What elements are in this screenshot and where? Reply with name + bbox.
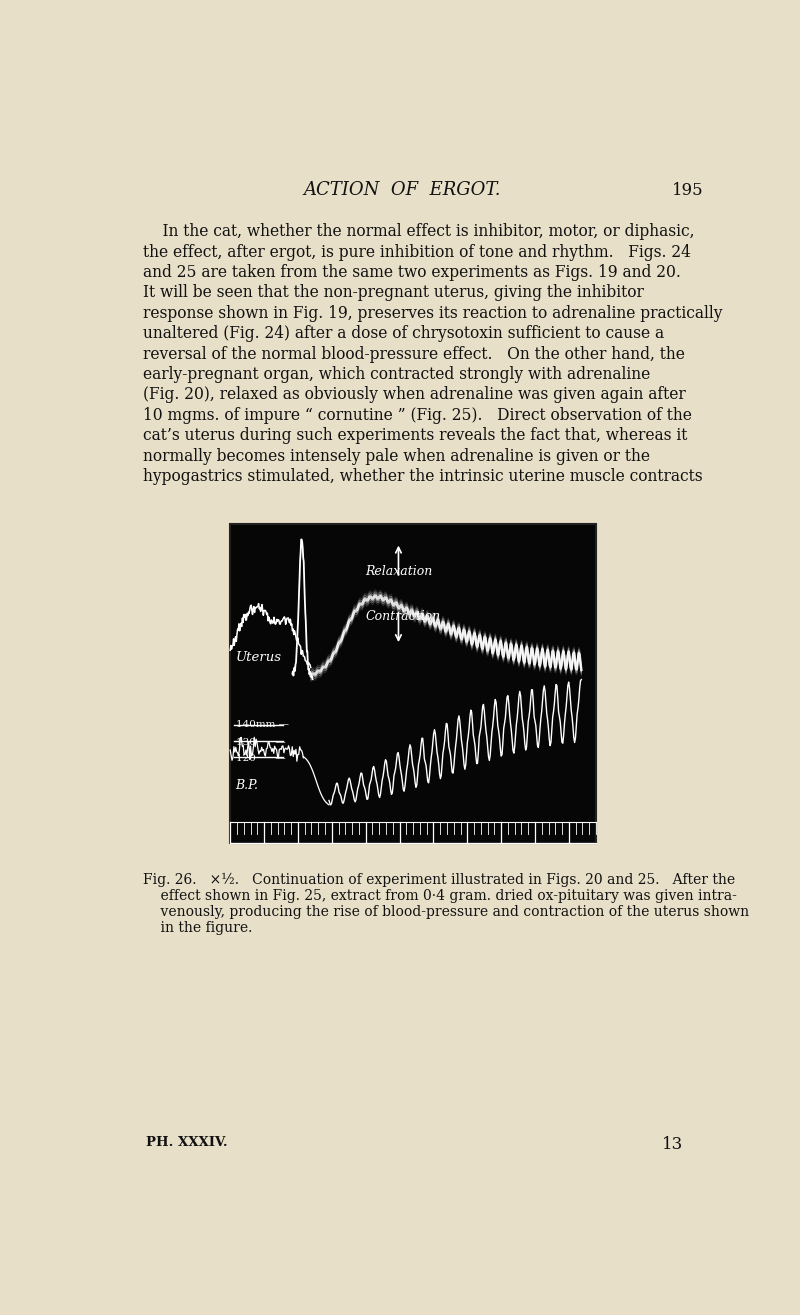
Text: PH. XXXIV.: PH. XXXIV.	[146, 1136, 228, 1149]
Bar	[230, 523, 596, 843]
Text: (Fig. 20), relaxed as obviously when adrenaline was given again after: (Fig. 20), relaxed as obviously when adr…	[142, 387, 686, 404]
Text: the effect, after ergot, is pure inhibition of tone and rhythm.   Figs. 24: the effect, after ergot, is pure inhibit…	[142, 243, 690, 260]
Text: 10 mgms. of impure “ cornutine ” (Fig. 25).   Direct observation of the: 10 mgms. of impure “ cornutine ” (Fig. 2…	[142, 406, 691, 423]
Text: It will be seen that the non-pregnant uterus, giving the inhibitor: It will be seen that the non-pregnant ut…	[142, 284, 643, 301]
Text: in the figure.: in the figure.	[142, 920, 252, 935]
Text: 130      —: 130 —	[236, 738, 286, 747]
Text: reversal of the normal blood-pressure effect.   On the other hand, the: reversal of the normal blood-pressure ef…	[142, 346, 685, 363]
Text: ACTION  OF  ERGOT.: ACTION OF ERGOT.	[303, 181, 501, 199]
Text: Relaxation: Relaxation	[366, 565, 433, 577]
Text: response shown in Fig. 19, preserves its reaction to adrenaline practically: response shown in Fig. 19, preserves its…	[142, 305, 722, 322]
Text: normally becomes intensely pale when adrenaline is given or the: normally becomes intensely pale when adr…	[142, 447, 650, 464]
Text: 13: 13	[662, 1136, 683, 1153]
Text: 120      —: 120 —	[236, 753, 286, 763]
Text: Fig. 26.   ×½.   Continuation of experiment illustrated in Figs. 20 and 25.   Af: Fig. 26. ×½. Continuation of experiment …	[142, 872, 734, 886]
Text: 195: 195	[672, 181, 703, 199]
Text: and 25 are taken from the same two experiments as Figs. 19 and 20.: and 25 are taken from the same two exper…	[142, 264, 681, 281]
Text: B.P.: B.P.	[236, 778, 258, 792]
Text: unaltered (Fig. 24) after a dose of chrysotoxin sufficient to cause a: unaltered (Fig. 24) after a dose of chry…	[142, 325, 664, 342]
Text: venously, producing the rise of blood-pressure and contraction of the uterus sho: venously, producing the rise of blood-pr…	[142, 905, 749, 919]
Text: Uterus: Uterus	[236, 651, 282, 664]
Text: 140mm —: 140mm —	[236, 721, 289, 730]
Text: In the cat, whether the normal effect is inhibitor, motor, or diphasic,: In the cat, whether the normal effect is…	[142, 224, 694, 241]
Text: hypogastrics stimulated, whether the intrinsic uterine muscle contracts: hypogastrics stimulated, whether the int…	[142, 468, 702, 485]
Text: Contraction: Contraction	[366, 610, 441, 623]
Text: cat’s uterus during such experiments reveals the fact that, whereas it: cat’s uterus during such experiments rev…	[142, 427, 687, 444]
Text: effect shown in Fig. 25, extract from 0·4 gram. dried ox-pituitary was given int: effect shown in Fig. 25, extract from 0·…	[142, 889, 737, 902]
Text: early-pregnant organ, which contracted strongly with adrenaline: early-pregnant organ, which contracted s…	[142, 366, 650, 383]
